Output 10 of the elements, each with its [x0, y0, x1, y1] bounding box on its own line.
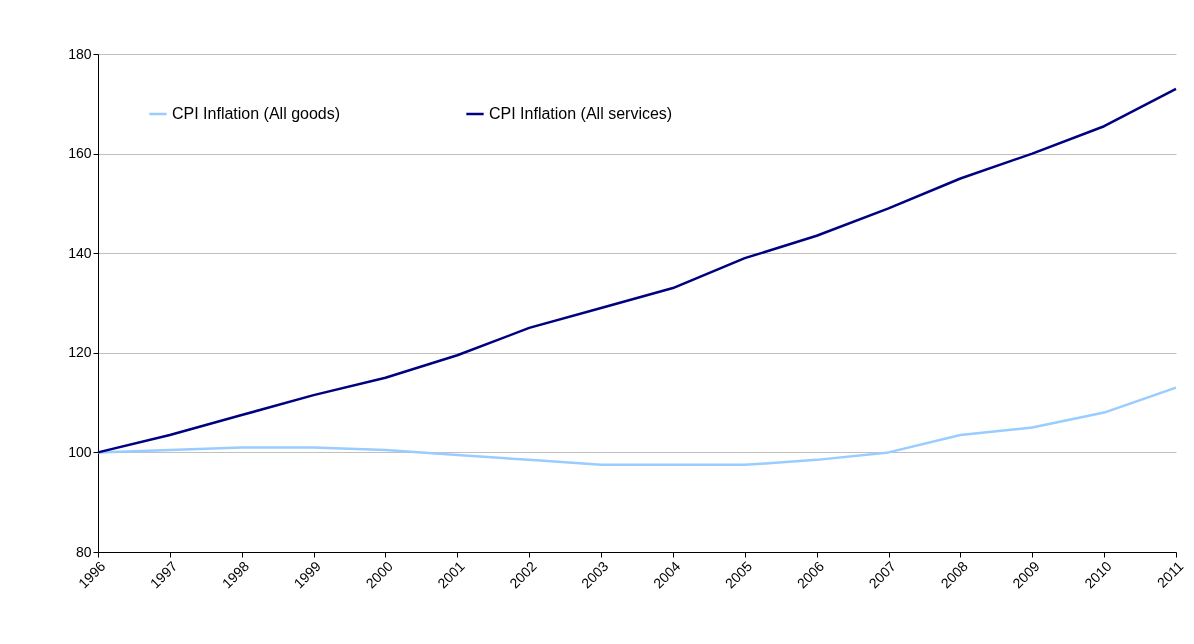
- legend-label: CPI Inflation (All services): [489, 105, 673, 122]
- line-series: [96, 87, 1178, 454]
- y-tick-label: 180: [68, 45, 92, 62]
- legend-label: CPI Inflation (All goods): [172, 105, 341, 122]
- y-tick-label: 140: [68, 244, 92, 261]
- y-tick-label: 120: [68, 344, 92, 361]
- y-tick-label: 80: [75, 543, 92, 560]
- y-tick-label: 100: [68, 443, 92, 460]
- line-series: [96, 386, 1178, 467]
- y-tick-label: 160: [68, 145, 92, 162]
